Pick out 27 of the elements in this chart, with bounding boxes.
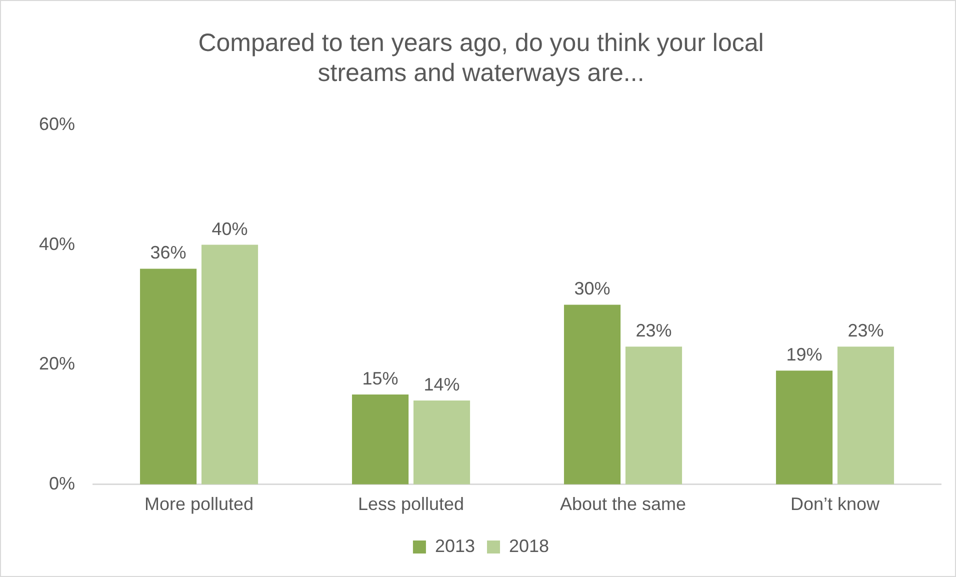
data-label: 23% [636, 320, 672, 341]
bar [564, 304, 621, 484]
data-label: 36% [150, 242, 186, 263]
bar [776, 370, 833, 484]
x-tick-label: Don’t know [790, 494, 881, 514]
data-label: 30% [574, 278, 610, 299]
legend-label: 2018 [509, 536, 550, 556]
y-tick-label: 0% [49, 473, 76, 494]
chart-title: Compared to ten years ago, do you think your local streams and waterways are... [198, 28, 764, 87]
x-tick-label: About the same [560, 494, 686, 514]
bar [837, 346, 894, 484]
x-tick-label: Less polluted [358, 494, 464, 514]
bar [413, 400, 470, 484]
y-tick-label: 40% [38, 234, 76, 254]
data-label: 23% [848, 320, 884, 341]
y-tick-label: 20% [38, 354, 76, 374]
x-tick-label: More polluted [144, 494, 254, 514]
data-label: 40% [212, 218, 248, 239]
bar [352, 394, 409, 484]
bar [140, 268, 197, 484]
legend-label: 2013 [434, 536, 476, 556]
y-tick-label: 60% [38, 114, 76, 134]
data-label: 14% [424, 374, 460, 395]
data-label: 15% [362, 368, 398, 389]
bar [201, 244, 258, 484]
data-label: 19% [786, 344, 822, 365]
bar [625, 346, 682, 484]
